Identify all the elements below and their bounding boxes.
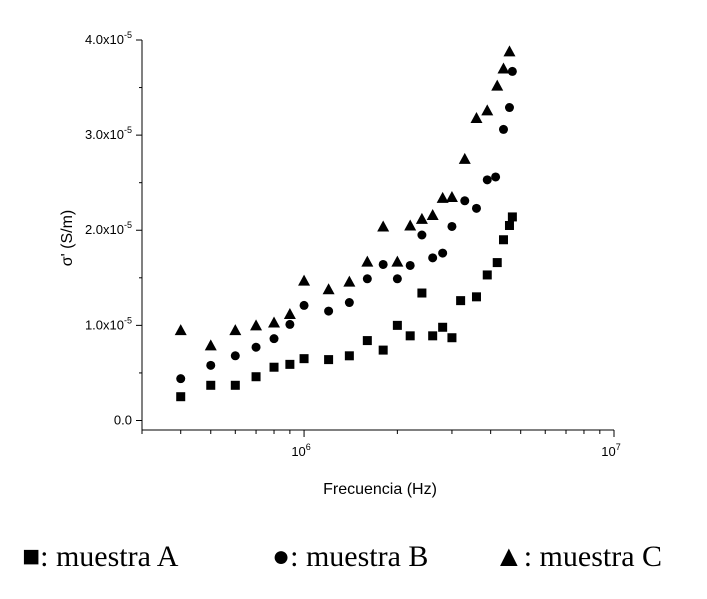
x-tick-label: 107 bbox=[601, 442, 620, 459]
data-point-circle bbox=[269, 334, 279, 344]
x-axis-ticks: 106 107 bbox=[141, 430, 621, 459]
data-point-square bbox=[492, 258, 502, 268]
data-point-triangle bbox=[361, 255, 374, 267]
legend-item-muestra-a: ■: muestra A bbox=[22, 540, 178, 574]
legend-label: : muestra A bbox=[40, 540, 179, 573]
data-point-circle bbox=[507, 66, 517, 76]
data-point-triangle bbox=[174, 324, 187, 336]
data-point-square bbox=[269, 362, 279, 372]
data-point-triangle bbox=[503, 45, 516, 57]
data-point-square bbox=[471, 292, 481, 302]
data-point-circle bbox=[447, 221, 457, 231]
data-point-triangle bbox=[404, 219, 417, 231]
x-tick-label: 106 bbox=[291, 442, 310, 459]
data-point-triangle bbox=[283, 307, 296, 319]
data-point-circle bbox=[471, 203, 481, 213]
circle-marker-icon: ● bbox=[272, 540, 291, 573]
data-point-square bbox=[428, 331, 438, 341]
data-point-circle bbox=[417, 230, 427, 240]
data-point-circle bbox=[460, 196, 470, 206]
data-point-square bbox=[392, 320, 402, 330]
data-point-circle bbox=[438, 248, 448, 258]
data-point-square bbox=[405, 331, 415, 341]
data-point-triangle bbox=[229, 324, 242, 336]
data-point-circle bbox=[251, 342, 261, 352]
data-point-triangle bbox=[322, 283, 335, 295]
data-point-circle bbox=[344, 298, 354, 308]
data-point-square bbox=[362, 336, 372, 346]
data-point-triangle bbox=[250, 319, 263, 331]
data-point-square bbox=[299, 354, 309, 364]
data-point-square bbox=[206, 380, 216, 390]
data-point-triangle bbox=[426, 209, 439, 221]
legend-label: : muestra C bbox=[523, 540, 663, 573]
data-point-square bbox=[378, 345, 388, 355]
data-point-triangle bbox=[298, 274, 311, 286]
data-point-square bbox=[507, 212, 517, 222]
scatter-chart: 0.01.0x10-52.0x10-53.0x10-54.0x10-5 106 1… bbox=[59, 30, 621, 498]
data-point-triangle bbox=[445, 190, 458, 202]
data-point-triangle bbox=[391, 255, 404, 267]
data-point-square bbox=[251, 372, 261, 382]
data-point-square bbox=[176, 392, 186, 402]
data-point-triangle bbox=[204, 339, 217, 351]
data-point-circle bbox=[498, 124, 508, 134]
series-square bbox=[176, 212, 517, 402]
series-triangle bbox=[174, 45, 516, 351]
data-point-triangle bbox=[268, 316, 281, 328]
triangle-marker-icon: ▲ bbox=[494, 540, 524, 573]
data-point-triangle bbox=[491, 79, 504, 91]
y-tick-label: 0.0 bbox=[114, 412, 132, 427]
data-point-circle bbox=[482, 175, 492, 185]
data-point-circle bbox=[299, 300, 309, 310]
y-tick-label: 4.0x10-5 bbox=[85, 30, 132, 47]
data-point-circle bbox=[285, 319, 295, 329]
data-point-square bbox=[324, 355, 334, 365]
data-point-circle bbox=[176, 374, 186, 384]
x-axis-title: Frecuencia (Hz) bbox=[323, 481, 437, 498]
legend-label: : muestra B bbox=[290, 540, 429, 573]
data-point-circle bbox=[504, 103, 514, 113]
data-point-triangle bbox=[497, 62, 510, 74]
data-point-triangle bbox=[377, 220, 390, 232]
data-point-circle bbox=[362, 274, 372, 284]
data-point-triangle bbox=[481, 104, 494, 116]
data-point-circle bbox=[491, 172, 501, 182]
data-point-square bbox=[447, 333, 457, 343]
plot-frame bbox=[141, 40, 614, 431]
data-point-square bbox=[498, 235, 508, 245]
data-point-triangle bbox=[458, 152, 471, 164]
data-point-triangle bbox=[343, 275, 356, 287]
data-point-circle bbox=[392, 274, 402, 284]
data-point-square bbox=[456, 296, 466, 306]
y-tick-label: 2.0x10-5 bbox=[85, 220, 132, 237]
data-point-circle bbox=[378, 259, 388, 269]
data-points bbox=[174, 45, 517, 402]
data-point-triangle bbox=[415, 212, 428, 224]
data-point-triangle bbox=[470, 112, 483, 123]
legend-item-muestra-b: ●: muestra B bbox=[272, 540, 428, 574]
legend-item-muestra-c: ▲: muestra C bbox=[494, 540, 662, 574]
data-point-square bbox=[417, 288, 427, 298]
data-point-square bbox=[504, 220, 514, 230]
data-point-square bbox=[344, 351, 354, 361]
y-tick-label: 3.0x10-5 bbox=[85, 125, 132, 142]
data-point-circle bbox=[206, 360, 216, 370]
square-marker-icon: ■ bbox=[22, 540, 41, 573]
y-axis-ticks: 0.0 1.0x10-5 2.0x10-5 3.0x10-5 4.0x10-5 bbox=[85, 30, 142, 427]
data-point-square bbox=[482, 270, 492, 280]
y-axis-title: σ' (S/m) bbox=[59, 210, 76, 266]
data-point-triangle bbox=[436, 191, 449, 203]
data-point-square bbox=[438, 322, 448, 332]
data-point-circle bbox=[324, 306, 334, 316]
data-point-circle bbox=[230, 351, 240, 361]
data-point-square bbox=[230, 380, 240, 390]
data-point-circle bbox=[405, 260, 415, 270]
legend: ■: muestra A ●: muestra B ▲: muestra C bbox=[0, 540, 707, 590]
data-point-circle bbox=[428, 253, 438, 263]
y-tick-label: 1.0x10-5 bbox=[85, 315, 132, 332]
data-point-square bbox=[285, 359, 295, 369]
series-circle bbox=[176, 66, 517, 384]
